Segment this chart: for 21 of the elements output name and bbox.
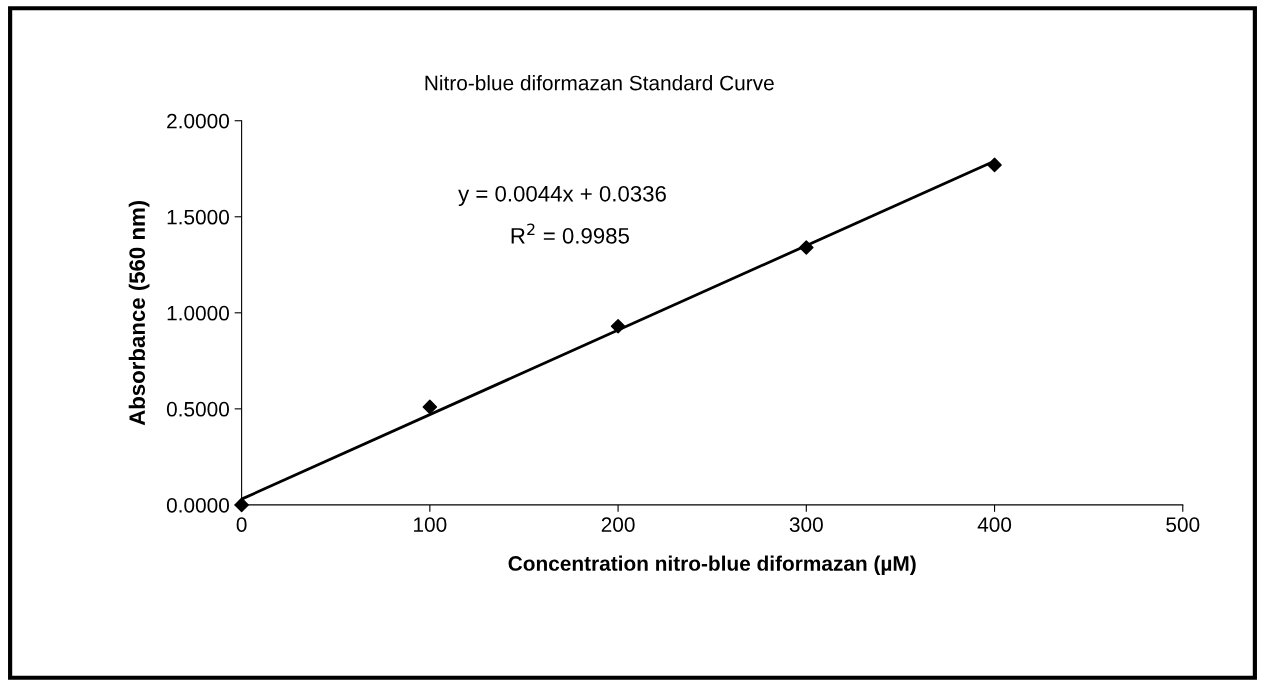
x-tick-label: 300 xyxy=(789,517,823,532)
point xyxy=(799,240,814,255)
point xyxy=(422,399,438,415)
x-tick-label: 100 xyxy=(414,517,447,532)
y-axis-title: Absorbance (560 nm) xyxy=(128,200,150,426)
y-tick-label: 0.0000 xyxy=(166,497,229,513)
x-tick-label: 0 xyxy=(236,517,247,532)
point xyxy=(234,497,249,513)
y-tick-label: 1.0000 xyxy=(167,305,229,321)
annotation: y = 0.0044x + 0.0336 xyxy=(458,185,666,207)
y-tick-label: 1.5000 xyxy=(167,209,229,225)
x-axis-title: Concentration nitro-blue diformazan (µM) xyxy=(508,555,916,575)
chart-title: Nitro-blue diformazan Standard Curve xyxy=(425,75,774,91)
x-tick-label: 400 xyxy=(977,517,1012,532)
y-tick-label: 2.0000 xyxy=(167,113,229,129)
x-tick-label: 200 xyxy=(601,517,635,532)
annotation: R$^{2}$ = 0.9985 xyxy=(511,223,629,244)
y-tick-label: 0.5000 xyxy=(166,401,229,417)
point xyxy=(610,318,626,334)
x-tick-label: 500 xyxy=(1166,517,1200,532)
point xyxy=(987,157,1002,173)
